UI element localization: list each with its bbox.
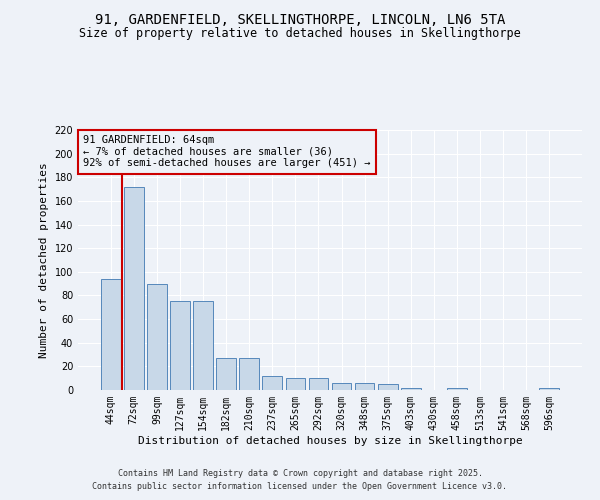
Bar	[308, 378, 328, 390]
Text: Size of property relative to detached houses in Skellingthorpe: Size of property relative to detached ho…	[79, 28, 521, 40]
Bar	[378, 384, 398, 390]
Bar	[170, 302, 190, 390]
Text: Contains public sector information licensed under the Open Government Licence v3: Contains public sector information licen…	[92, 482, 508, 491]
Bar	[217, 358, 236, 390]
Bar	[447, 388, 467, 390]
Bar	[147, 284, 167, 390]
Bar	[239, 358, 259, 390]
Bar	[101, 279, 121, 390]
Text: 91, GARDENFIELD, SKELLINGTHORPE, LINCOLN, LN6 5TA: 91, GARDENFIELD, SKELLINGTHORPE, LINCOLN…	[95, 12, 505, 26]
Bar	[286, 378, 305, 390]
Text: 91 GARDENFIELD: 64sqm
← 7% of detached houses are smaller (36)
92% of semi-detac: 91 GARDENFIELD: 64sqm ← 7% of detached h…	[83, 135, 371, 168]
Bar	[355, 383, 374, 390]
Bar	[539, 388, 559, 390]
Y-axis label: Number of detached properties: Number of detached properties	[39, 162, 49, 358]
X-axis label: Distribution of detached houses by size in Skellingthorpe: Distribution of detached houses by size …	[137, 436, 523, 446]
Bar	[262, 376, 282, 390]
Bar	[401, 388, 421, 390]
Bar	[193, 302, 213, 390]
Text: Contains HM Land Registry data © Crown copyright and database right 2025.: Contains HM Land Registry data © Crown c…	[118, 468, 482, 477]
Bar	[124, 186, 143, 390]
Bar	[332, 383, 352, 390]
